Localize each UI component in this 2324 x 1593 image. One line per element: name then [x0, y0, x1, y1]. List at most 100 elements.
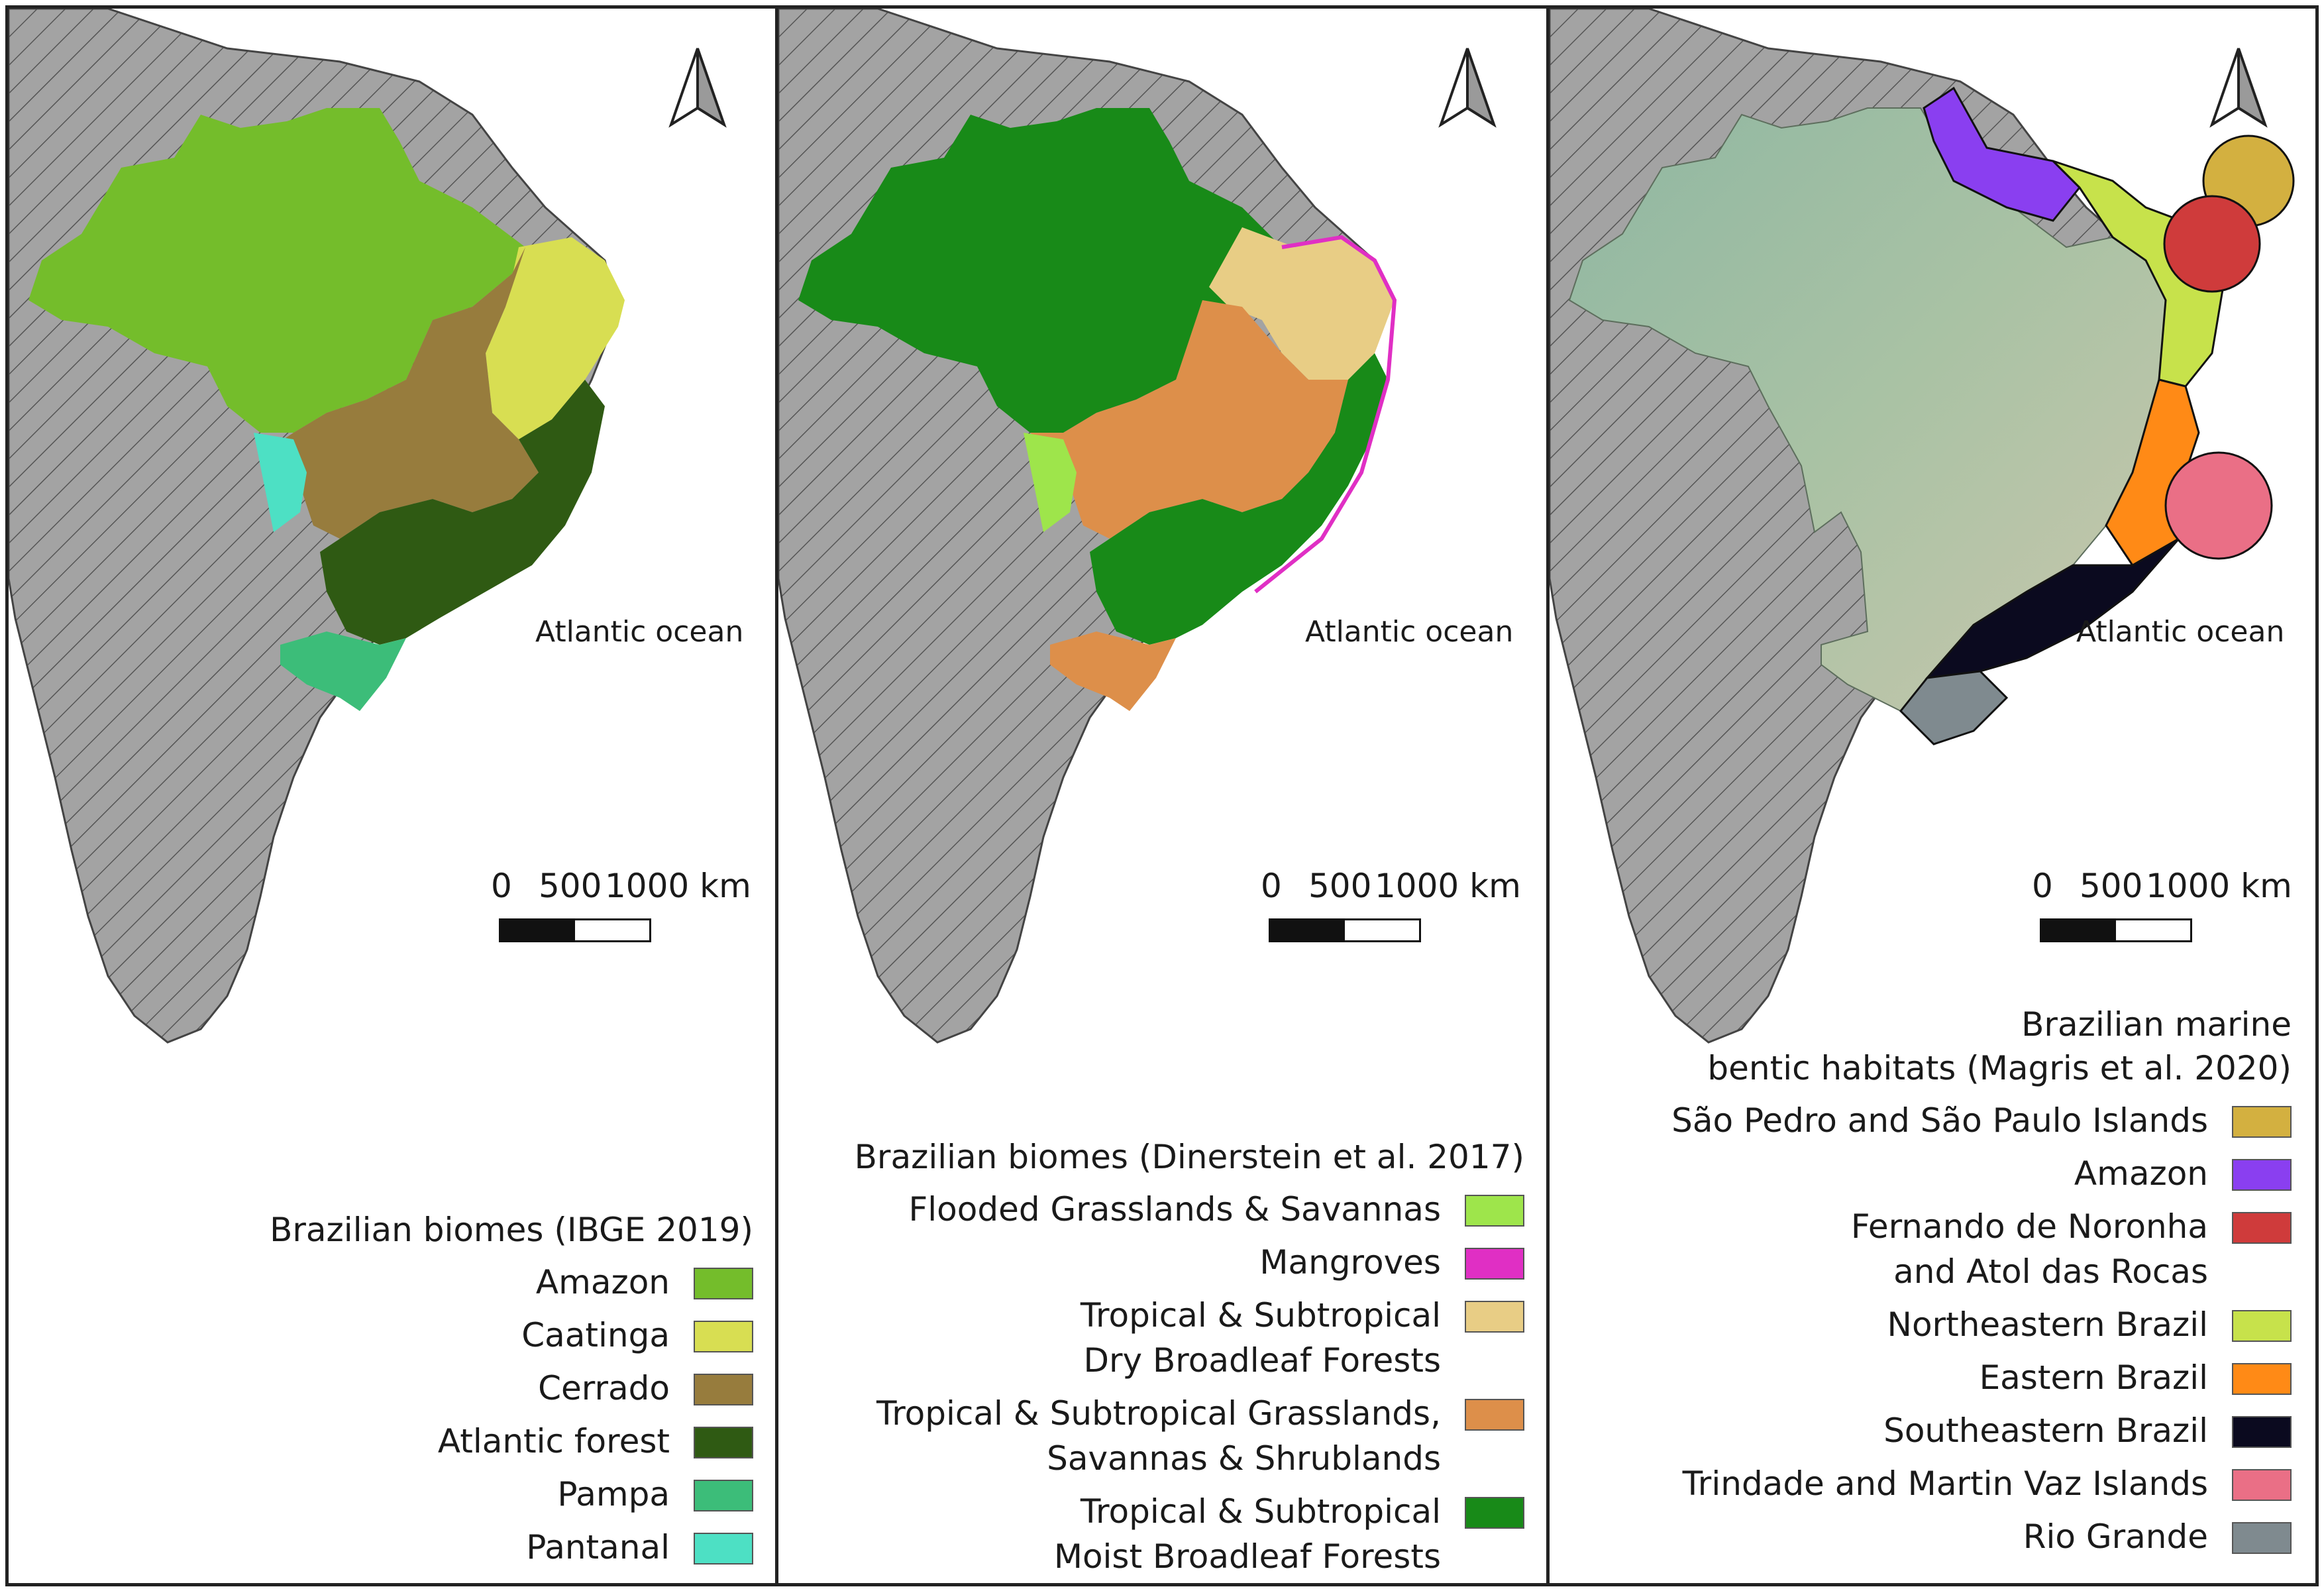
legend-item: Tropical & Subtropical Dry Broadleaf For… [855, 1293, 1524, 1383]
biome-cerrado [274, 247, 539, 539]
legend-item-label: Tropical & Subtropical Moist Broadleaf F… [1053, 1492, 1441, 1576]
legend-item: São Pedro and São Paulo Islands [1671, 1098, 2292, 1143]
legend-item-label: Tropical & Subtropical Dry Broadleaf For… [1080, 1296, 1441, 1380]
legend-item: Atlantic forest [270, 1419, 753, 1464]
ocean-label: Atlantic ocean [535, 615, 744, 649]
biome-atlantic-forest [320, 380, 605, 645]
legend-item-label: Fernando de Noronha and Atol das Rocas [1850, 1207, 2208, 1291]
legend-swatch [2232, 1212, 2292, 1244]
legend-item-label: Caatinga [521, 1316, 670, 1354]
scale-bar: 0 500 1000 km [2027, 867, 2292, 946]
legend-swatch [2232, 1106, 2292, 1138]
legend: Brazilian marine bentic habitats (Magris… [1671, 1003, 2292, 1559]
scale-label-zero: 0 [1261, 867, 1282, 905]
map-ibge [9, 9, 727, 1044]
legend-swatch [2232, 1469, 2292, 1501]
scale-label-zero: 0 [491, 867, 512, 905]
legend-item-label: Pantanal [526, 1528, 670, 1566]
biome-moist-broadleaf-atlantic [1090, 353, 1388, 645]
legend-swatch [1465, 1248, 1524, 1280]
scale-label-mid: 500 [539, 867, 602, 905]
map-panel-marine: Atlantic ocean 0 500 1000 km Brazilian m… [1546, 5, 2319, 1586]
map-panel-dinerstein: Atlantic ocean 0 500 1000 km Brazilian b… [775, 5, 1552, 1586]
legend-item: Tropical & Subtropical Grasslands, Savan… [855, 1391, 1524, 1481]
region-trindade-martin-vaz [2164, 451, 2273, 560]
region-rio-grande [1899, 670, 2009, 745]
north-arrow-icon [1438, 48, 1497, 128]
legend-item: Caatinga [270, 1313, 753, 1358]
legend-swatch [694, 1321, 753, 1352]
legend-swatch [694, 1268, 753, 1299]
map-panel-ibge: Atlantic ocean 0 500 1000 km Brazilian b… [5, 5, 780, 1586]
biome-grasslands-south [1050, 632, 1176, 711]
legend-item: Trindade and Martin Vaz Islands [1671, 1461, 2292, 1506]
legend-swatch [1465, 1399, 1524, 1431]
legend-title: Brazilian biomes (IBGE 2019) [270, 1211, 753, 1249]
legend-item-label: Atlantic forest [437, 1422, 670, 1460]
legend-swatch [694, 1427, 753, 1458]
legend-item: Amazon [1671, 1151, 2292, 1196]
legend-item: Northeastern Brazil [1671, 1302, 2292, 1347]
legend-swatch [694, 1480, 753, 1511]
legend-item-label: Eastern Brazil [1979, 1358, 2208, 1397]
legend-item: Eastern Brazil [1671, 1355, 2292, 1400]
legend-swatch [2232, 1363, 2292, 1395]
legend-item-label: Tropical & Subtropical Grasslands, Savan… [876, 1394, 1441, 1478]
legend-swatch [2232, 1310, 2292, 1342]
legend-item: Rio Grande [1671, 1514, 2292, 1559]
scale-label-zero: 0 [2032, 867, 2053, 905]
legend-item: Amazon [270, 1260, 753, 1305]
biome-amazon [28, 108, 525, 433]
legend-item: Pantanal [270, 1525, 753, 1570]
legend-swatch [1465, 1195, 1524, 1227]
biome-dry-broadleaf [1209, 227, 1395, 380]
legend-item: Fernando de Noronha and Atol das Rocas [1671, 1204, 2292, 1294]
legend-item: Pampa [270, 1472, 753, 1517]
scale-bar: 0 500 1000 km [1255, 867, 1521, 946]
legend-item: Southeastern Brazil [1671, 1408, 2292, 1453]
legend-item-label: Flooded Grasslands & Savannas [908, 1190, 1441, 1229]
ocean-label: Atlantic ocean [1305, 615, 1514, 649]
legend-swatch [2232, 1159, 2292, 1191]
ocean-label: Atlantic ocean [2076, 615, 2285, 649]
map-marine [1550, 9, 2295, 1044]
scale-label-end: 1000 km [1375, 867, 1521, 905]
map-dinerstein [778, 9, 1497, 1044]
legend-item-label: São Pedro and São Paulo Islands [1671, 1101, 2208, 1140]
biome-mangroves [1254, 235, 1397, 594]
legend-swatch [694, 1374, 753, 1405]
legend-item-label: Cerrado [538, 1369, 670, 1407]
legend-swatch [2232, 1416, 2292, 1448]
biome-pampa [280, 632, 406, 711]
biome-pantanal [254, 433, 307, 532]
legend-item: Cerrado [270, 1366, 753, 1411]
scale-label-end: 1000 km [2146, 867, 2292, 905]
legend: Brazilian biomes (Dinerstein et al. 2017… [855, 1135, 1524, 1579]
legend-item-label: Pampa [557, 1475, 670, 1513]
region-amazon [1923, 86, 2082, 222]
scale-label-end: 1000 km [605, 867, 751, 905]
marine-regions [1899, 86, 2295, 745]
legend-item: Flooded Grasslands & Savannas [855, 1187, 1524, 1232]
north-arrow-icon [2209, 48, 2268, 128]
legend-item-label: Northeastern Brazil [1887, 1305, 2208, 1344]
legend-title: Brazilian biomes (Dinerstein et al. 2017… [854, 1138, 1524, 1176]
region-fernando-de-noronha [2163, 195, 2261, 293]
legend-item: Tropical & Subtropical Moist Broadleaf F… [855, 1489, 1524, 1579]
legend-item-label: Southeastern Brazil [1883, 1411, 2208, 1450]
legend-item-label: Amazon [535, 1263, 670, 1301]
biome-grasslands-savannas [1030, 300, 1348, 539]
north-arrow-icon [668, 48, 727, 128]
legend-item-label: Rio Grande [2023, 1517, 2208, 1556]
legend-item-label: Mangroves [1259, 1243, 1441, 1282]
legend-swatch [2232, 1522, 2292, 1554]
biome-moist-broadleaf [798, 108, 1282, 433]
legend-title: Brazilian marine bentic habitats (Magris… [1707, 1005, 2292, 1087]
legend-swatch [1465, 1301, 1524, 1333]
scale-label-mid: 500 [1308, 867, 1372, 905]
scale-bar: 0 500 1000 km [486, 867, 751, 946]
legend-item-label: Trindade and Martin Vaz Islands [1682, 1464, 2208, 1503]
legend-swatch [694, 1533, 753, 1565]
scale-label-mid: 500 [2080, 867, 2143, 905]
legend-swatch [1465, 1497, 1524, 1529]
